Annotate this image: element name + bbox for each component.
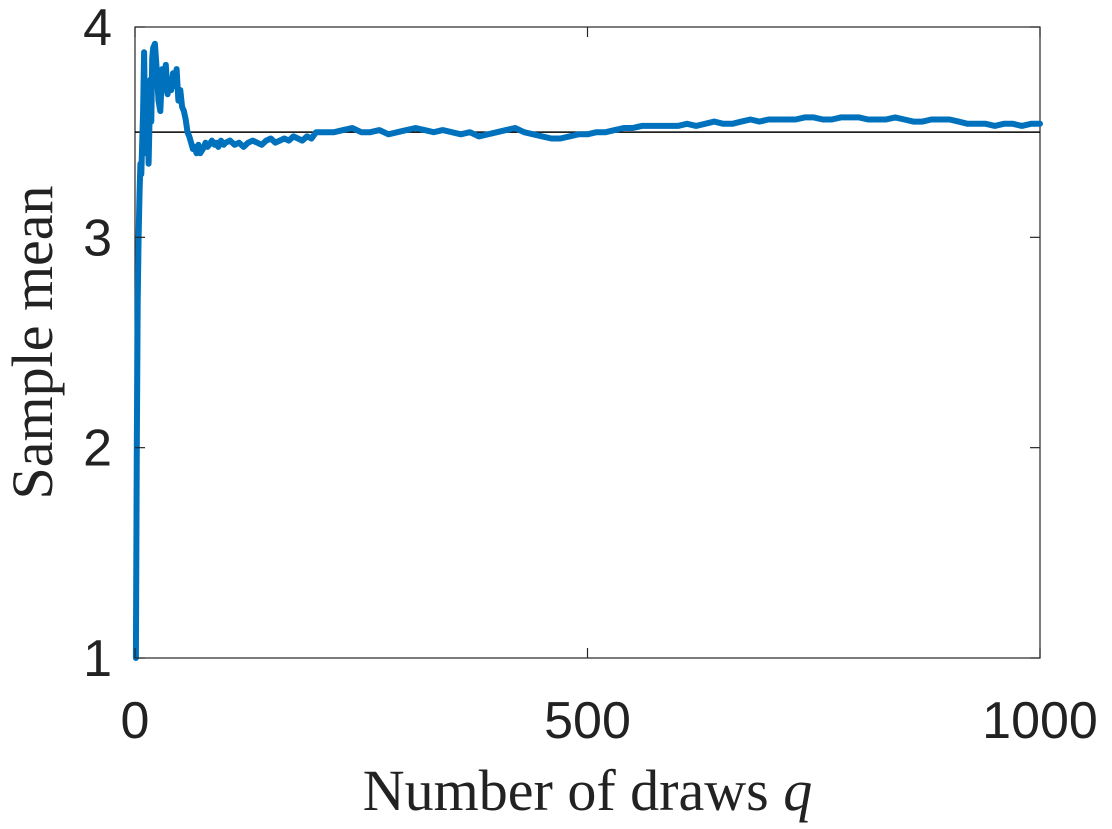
x-tick-label-1: 500 bbox=[544, 692, 631, 750]
x-axis-label: Number of draws q bbox=[363, 758, 812, 823]
x-tick-label-0: 0 bbox=[121, 692, 150, 750]
series-line-0 bbox=[132, 40, 1043, 661]
y-tick-labels: 1 2 3 4 bbox=[83, 0, 112, 688]
x-tick-label-2: 1000 bbox=[982, 692, 1098, 750]
x-axis-label-text: Number of draws bbox=[363, 758, 769, 823]
x-tick-labels: 0 500 1000 bbox=[121, 692, 1098, 750]
y-tick-label-1: 2 bbox=[83, 420, 112, 478]
y-tick-label-2: 3 bbox=[83, 209, 112, 267]
x-axis-label-variable: q bbox=[783, 758, 812, 823]
tick-mark-layer bbox=[134, 26, 1041, 659]
y-axis-label: Sample mean bbox=[0, 185, 65, 499]
series-layer bbox=[132, 40, 1043, 661]
y-tick-label-0: 1 bbox=[83, 630, 112, 688]
plot-area bbox=[132, 26, 1043, 661]
y-tick-label-3: 4 bbox=[83, 0, 112, 57]
